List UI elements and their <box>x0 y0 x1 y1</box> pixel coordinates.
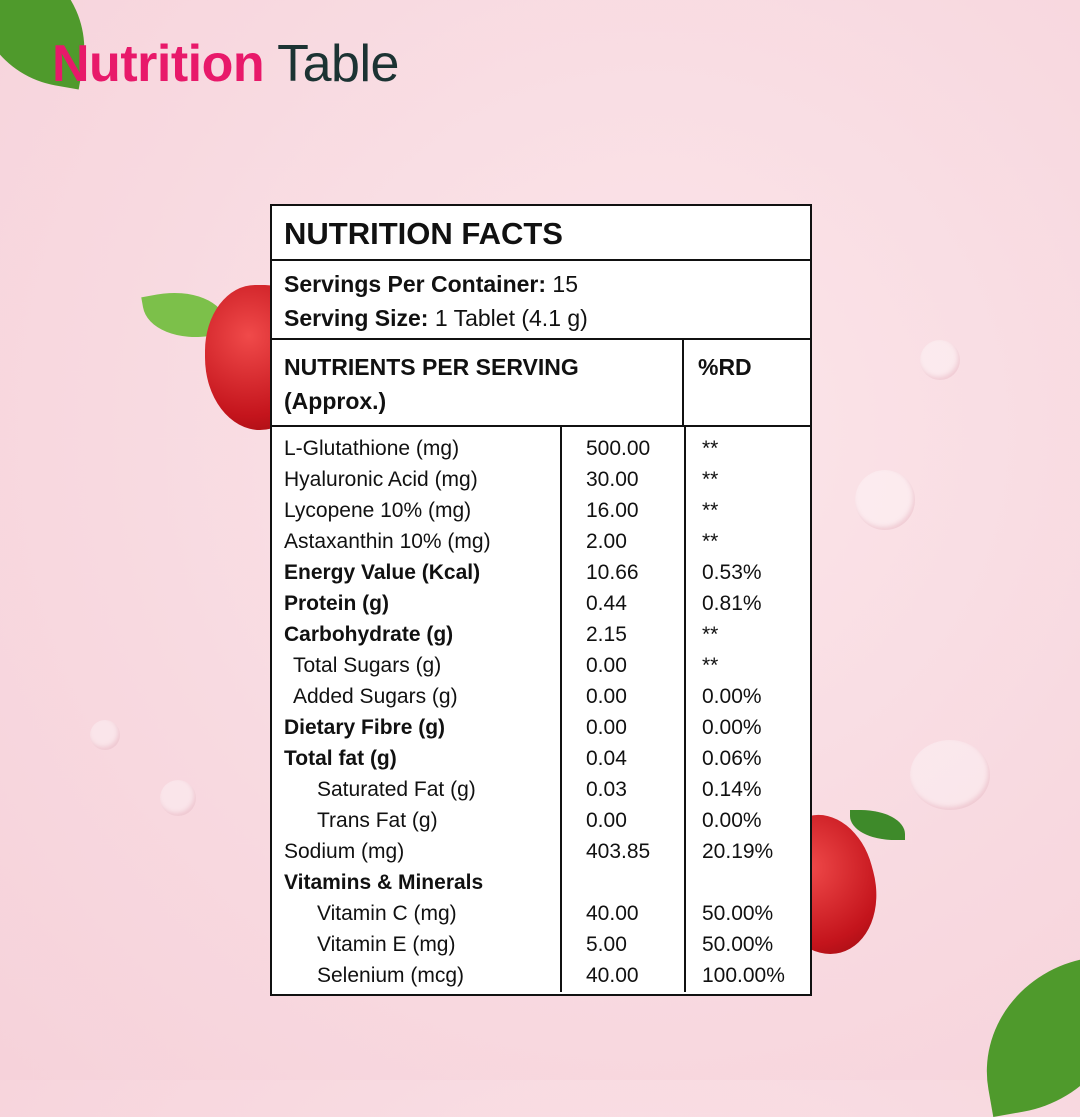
nutrient-value: 5.00 <box>586 933 627 956</box>
nutrient-rd: 50.00% <box>702 902 774 925</box>
nutrient-value: 403.85 <box>586 840 651 863</box>
servings-info: Servings Per Container: 15 Serving Size:… <box>272 261 810 340</box>
nutrient-value: 0.44 <box>586 592 627 615</box>
facts-title: NUTRITION FACTS <box>272 206 810 261</box>
table-header: NUTRIENTS PER SERVING (Approx.) %RD <box>272 340 810 427</box>
leaf-decoration <box>968 953 1080 1117</box>
nutrient-rd: ** <box>702 437 719 460</box>
nutrient-name: Hyaluronic Acid (mg) <box>284 468 478 491</box>
table-row: Trans Fat (g) 0.00 0.00% <box>272 805 810 836</box>
nutrient-name: Lycopene 10% (mg) <box>284 499 472 522</box>
table-row: Vitamins & Minerals <box>272 867 810 898</box>
nutrient-value: 500.00 <box>586 437 651 460</box>
nutrient-name: Trans Fat (g) <box>317 809 438 832</box>
column-divider <box>684 427 686 992</box>
serving-size: Serving Size: 1 Tablet (4.1 g) <box>284 305 588 331</box>
nutrient-value: 0.00 <box>586 809 627 832</box>
nutrient-rd: 0.81% <box>702 592 762 615</box>
nutrient-rd: ** <box>702 654 719 677</box>
table-row: Energy Value (Kcal) 10.66 0.53% <box>272 557 810 588</box>
nutrient-rd: ** <box>702 468 719 491</box>
nutrient-rd: 0.00% <box>702 809 762 832</box>
nutrient-name: Selenium (mcg) <box>317 964 465 987</box>
nutrient-rd: 0.00% <box>702 685 762 708</box>
nutrient-name: Vitamins & Minerals <box>284 871 484 894</box>
nutrient-rd: 0.14% <box>702 778 762 801</box>
rd-header: %RD <box>698 354 752 380</box>
nutrient-rd: 50.00% <box>702 933 774 956</box>
nutrient-rd: ** <box>702 623 719 646</box>
table-row: Saturated Fat (g) 0.03 0.14% <box>272 774 810 805</box>
nutrient-name: Astaxanthin 10% (mg) <box>284 530 491 553</box>
nutrient-name: Carbohydrate (g) <box>284 623 454 646</box>
table-row: Lycopene 10% (mg) 16.00 ** <box>272 495 810 526</box>
table-row: Total Sugars (g) 0.00 ** <box>272 650 810 681</box>
nutrient-name: Sodium (mg) <box>284 840 405 863</box>
nutrient-name: Total fat (g) <box>284 747 397 770</box>
column-divider <box>560 427 562 992</box>
nutrient-name: Saturated Fat (g) <box>317 778 476 801</box>
nutrient-name: Total Sugars (g) <box>293 654 442 677</box>
nutrient-value: 0.00 <box>586 654 627 677</box>
water-drop <box>160 780 196 816</box>
nutrients-header: NUTRIENTS PER SERVING (Approx.) <box>272 340 684 425</box>
nutrient-value: 10.66 <box>586 561 639 584</box>
page-title: Nutrition Table <box>52 34 399 94</box>
title-accent: Nutrition <box>52 35 265 93</box>
nutrient-value: 0.00 <box>586 685 627 708</box>
table-row: Dietary Fibre (g) 0.00 0.00% <box>272 712 810 743</box>
table-row: Added Sugars (g) 0.00 0.00% <box>272 681 810 712</box>
table-row: Sodium (mg) 403.85 20.19% <box>272 836 810 867</box>
nutrient-rd: ** <box>702 499 719 522</box>
nutrient-value: 2.00 <box>586 530 627 553</box>
table-row: Vitamin C (mg) 40.00 50.00% <box>272 898 810 929</box>
water-drop <box>90 720 120 750</box>
table-row: Astaxanthin 10% (mg) 2.00 ** <box>272 526 810 557</box>
water-drop <box>910 740 990 810</box>
nutrient-rd <box>684 867 702 898</box>
nutrition-facts-table: NUTRITION FACTS Servings Per Container: … <box>270 204 812 996</box>
table-row: Vitamin E (mg) 5.00 50.00% <box>272 929 810 960</box>
nutrient-name: Dietary Fibre (g) <box>284 716 446 739</box>
table-row: Protein (g) 0.44 0.81% <box>272 588 810 619</box>
nutrient-rd: 100.00% <box>702 964 785 987</box>
water-drop <box>920 340 960 380</box>
nutrient-value: 40.00 <box>586 964 639 987</box>
title-dark: Table <box>277 35 399 93</box>
nutrient-value: 2.15 <box>586 623 627 646</box>
servings-per-container: Servings Per Container: 15 <box>284 271 579 297</box>
leaf-decoration <box>850 810 905 840</box>
nutrient-value: 0.03 <box>586 778 627 801</box>
table-row: Hyaluronic Acid (mg) 30.00 ** <box>272 464 810 495</box>
table-row: Total fat (g) 0.04 0.06% <box>272 743 810 774</box>
nutrient-rd: 0.53% <box>702 561 762 584</box>
nutrient-rd: 0.06% <box>702 747 762 770</box>
nutrient-name: L-Glutathione (mg) <box>284 437 460 460</box>
nutrient-rd: ** <box>702 530 719 553</box>
nutrient-rows: L-Glutathione (mg) 500.00 ** Hyaluronic Aci… <box>272 427 810 992</box>
nutrient-value: 0.00 <box>586 716 627 739</box>
water-drop <box>855 470 915 530</box>
nutrient-value <box>562 867 684 898</box>
nutrient-name: Vitamin C (mg) <box>317 902 457 925</box>
nutrient-value: 30.00 <box>586 468 639 491</box>
table-row: L-Glutathione (mg) 500.00 ** <box>272 433 810 464</box>
nutrient-value: 16.00 <box>586 499 639 522</box>
nutrient-name: Protein (g) <box>284 592 389 615</box>
nutrient-name: Energy Value (Kcal) <box>284 561 481 584</box>
nutrient-rd: 0.00% <box>702 716 762 739</box>
nutrient-name: Added Sugars (g) <box>293 685 458 708</box>
nutrient-value: 0.04 <box>586 747 627 770</box>
nutrient-rd: 20.19% <box>702 840 774 863</box>
nutrient-value: 40.00 <box>586 902 639 925</box>
nutrient-name: Vitamin E (mg) <box>317 933 456 956</box>
table-row: Carbohydrate (g) 2.15 ** <box>272 619 810 650</box>
table-row: Selenium (mcg) 40.00 100.00% <box>272 960 810 991</box>
